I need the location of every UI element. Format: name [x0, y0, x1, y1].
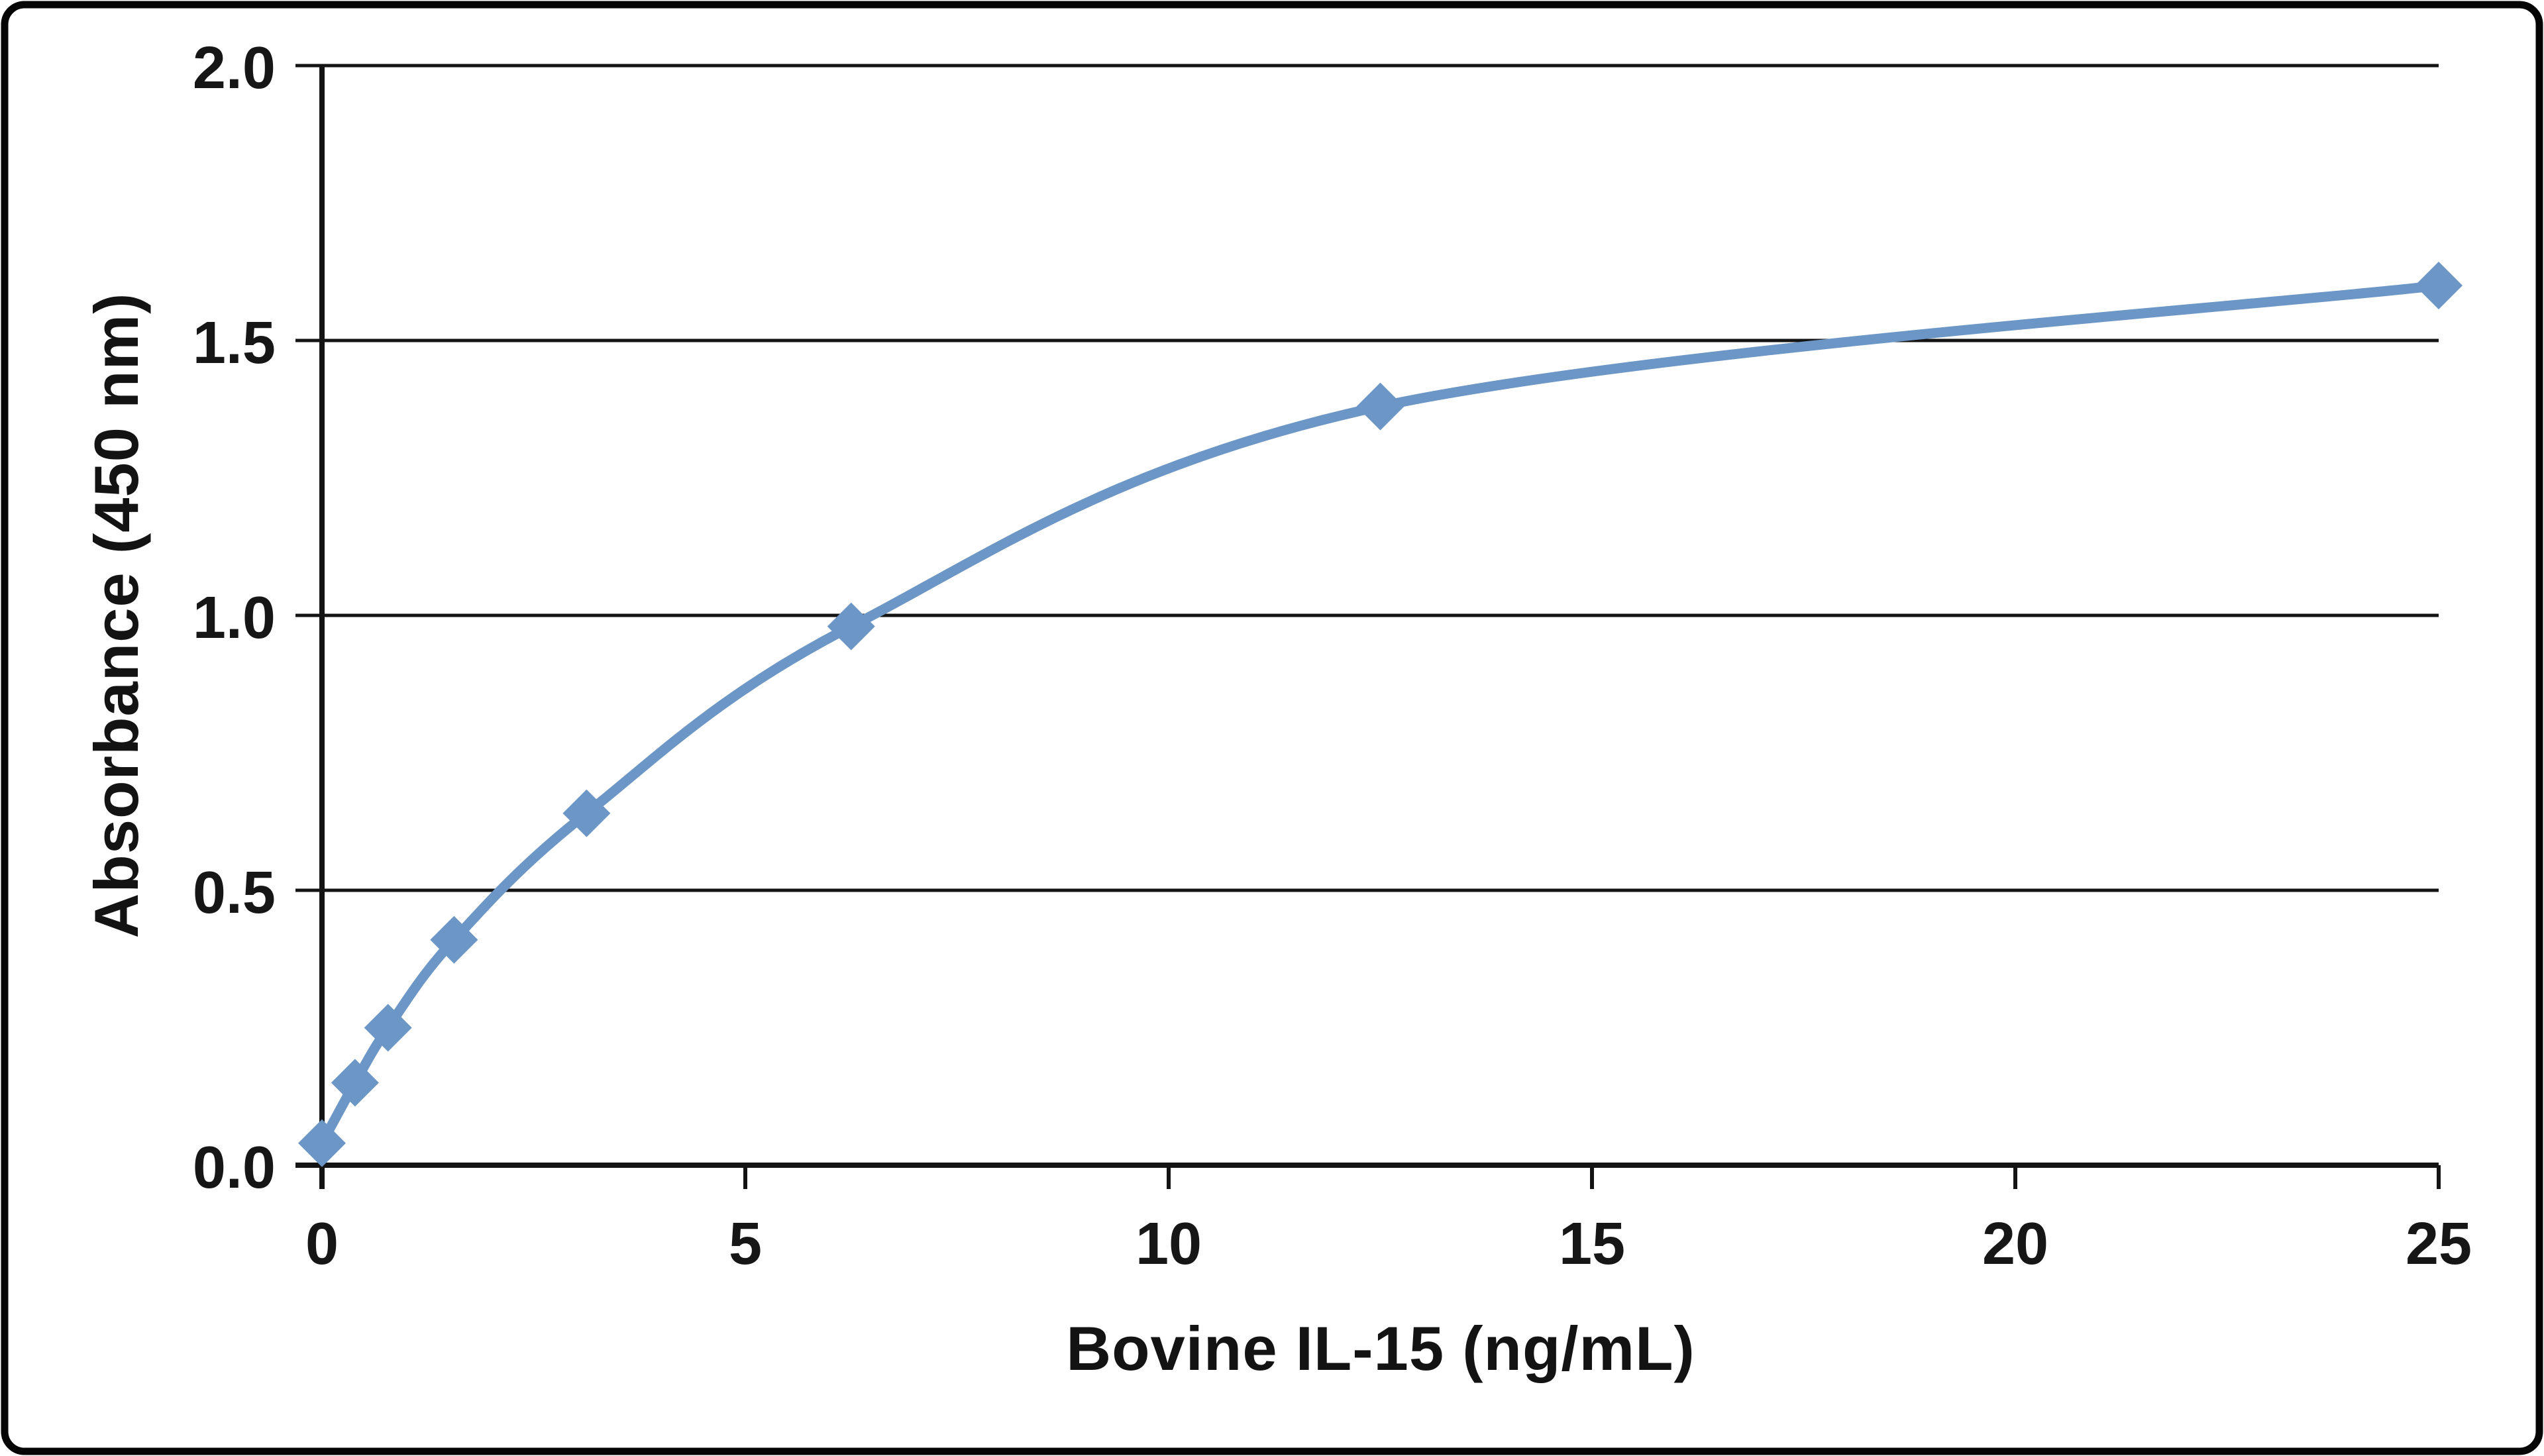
data-point-marker: [298, 1119, 346, 1167]
y-tick-label: 0.5: [193, 860, 276, 926]
x-tick-label: 25: [2406, 1211, 2472, 1277]
data-point-marker: [331, 1059, 379, 1107]
x-tick-label: 5: [729, 1211, 762, 1277]
data-point-marker: [364, 1004, 412, 1052]
y-tick-label: 1.5: [193, 310, 276, 376]
x-tick-label: 0: [305, 1211, 339, 1277]
data-point-marker: [827, 602, 875, 650]
x-tick-label: 10: [1136, 1211, 1202, 1277]
data-point-marker: [1356, 382, 1404, 431]
data-point-marker: [430, 915, 478, 964]
data-point-marker: [2415, 262, 2463, 309]
x-axis-title: Bovine IL-15 (ng/mL): [1066, 1314, 1695, 1383]
y-axis-title: Absorbance (450 nm): [81, 292, 151, 939]
y-tick-label: 1.0: [193, 585, 276, 651]
x-tick-label: 15: [1559, 1211, 1625, 1277]
y-tick-label: 0.0: [193, 1135, 276, 1201]
y-tick-label: 2.0: [193, 35, 276, 101]
data-point-marker: [562, 789, 611, 837]
x-tick-label: 20: [1982, 1211, 2048, 1277]
